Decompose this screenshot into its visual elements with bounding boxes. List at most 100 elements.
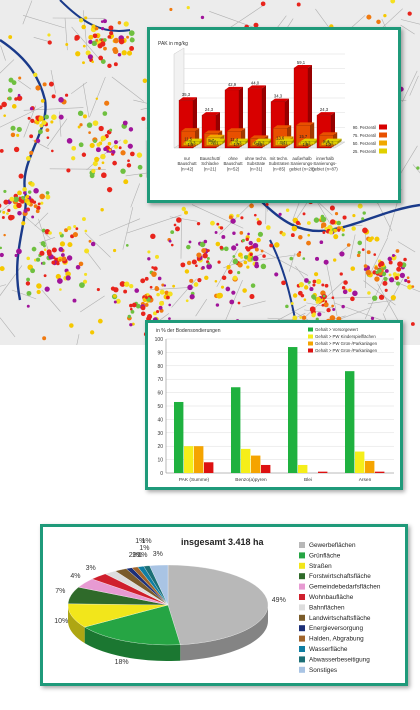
pak-percentile-chart-panel: PAK in mg/kg 35,3 11,5 1,5 0,3 nur Bauschutt(…	[147, 27, 401, 203]
chart1-bar-top	[317, 112, 335, 116]
pie-legend-swatch	[299, 656, 305, 663]
pie-percent-label: 1%	[141, 538, 151, 545]
chart1-bar-top	[179, 97, 197, 101]
chart1-bar	[185, 141, 200, 145]
chart1-bar-top	[204, 130, 223, 134]
chart2-legend-swatch	[308, 341, 313, 346]
chart1-value-label: 11,5	[184, 137, 193, 142]
chart1-bar-top	[227, 128, 246, 132]
pie-title: insgesamt 3.418 ha	[181, 537, 265, 547]
chart1-value-label: 59,1	[297, 60, 306, 65]
chart1-category-label: ohne techn.	[245, 156, 267, 161]
pie-legend-label: Forstwirtschaftsfläche	[309, 573, 371, 580]
chart1-value-label: 24,3	[320, 107, 329, 112]
pie-percent-label: 4%	[70, 573, 80, 580]
chart2-bar	[241, 448, 251, 473]
chart2-legend-label: Gehalt > PW Grün-/Parkanlagen	[315, 341, 378, 346]
chart1-category-label: (n=85)	[273, 166, 286, 171]
chart2-y-tick: 100	[155, 337, 164, 343]
chart1-bar-side	[337, 138, 342, 145]
chart1-bar-side	[262, 85, 266, 148]
chart1-category-label: Substraten	[269, 161, 290, 166]
chart1-bar-top	[225, 86, 243, 90]
chart2-bar	[174, 401, 184, 473]
chart1-value-label: 1,1	[213, 141, 219, 146]
chart1-bar	[208, 141, 223, 145]
pie-legend-label: Wohnbaufläche	[309, 594, 354, 601]
pie-legend-swatch	[299, 625, 305, 632]
pie-legend-label: Grünfläche	[309, 552, 341, 559]
chart2-bar	[204, 462, 214, 473]
chart2-y-tick: 30	[157, 431, 163, 437]
chart1-value-label: 15,7	[299, 134, 308, 139]
chart1-bar-top	[248, 85, 266, 89]
chart1-category-label: innerhalb	[316, 156, 334, 161]
chart1-legend-label: 75. Perzentil	[353, 133, 376, 138]
chart2-legend-swatch	[308, 327, 313, 332]
pie-legend-label: Landwirtschaftsfläche	[309, 615, 371, 622]
map-boundary-line-north	[59, 0, 131, 32]
chart2-category-label: PAK (Summe)	[179, 477, 210, 483]
chart1-category-label: Bauschutt/	[200, 156, 221, 161]
pie-legend-label: Halden, Abgrabung	[309, 636, 364, 643]
pie-legend-label: Wasserfläche	[309, 646, 348, 653]
chart1-value-label: 4,4	[279, 140, 285, 145]
chart1-category-label: gebiet (n=87)	[312, 166, 338, 171]
pie-percent-label: 2%	[132, 552, 142, 559]
chart2-y-tick: 0	[160, 471, 163, 477]
chart1-category-label: (n=21)	[204, 166, 217, 171]
land-use-pie-panel: insgesamt 3.418 ha 49% 18% 10% 7% 4% 3% 2% 2% 1%…	[40, 524, 408, 686]
pie-legend-label: Gemeindebedarfsflächen	[309, 584, 381, 591]
land-use-pie-chart: insgesamt 3.418 ha 49%18%10%7%4%3%2%2%1%…	[54, 537, 381, 674]
chart1-bar-top	[300, 138, 319, 142]
pie-legend-label: Bahnflächen	[309, 604, 345, 611]
chart1-value-label: 1,7	[233, 142, 239, 147]
pie-legend-swatch	[299, 562, 305, 569]
chart1-category-label: (n=52)	[227, 166, 240, 171]
chart1-category-label: (n=31)	[250, 166, 263, 171]
chart1-bar-top	[273, 125, 292, 129]
chart1-bar	[277, 141, 292, 145]
chart2-category-label: Blei	[304, 477, 312, 483]
chart1-bar-top	[254, 138, 273, 142]
chart1-value-label: 34,3	[274, 94, 283, 99]
chart2-ylabel: in % der Bodensondierungen	[156, 328, 221, 334]
chart2-bar	[184, 446, 194, 473]
chart1-legend-swatch	[379, 124, 387, 130]
chart1-value-label: 1,2	[325, 142, 331, 147]
chart1-bar	[254, 141, 269, 145]
chart2-category-label: Benzo(a)pyren	[235, 477, 267, 483]
pie-legend-label: Sonstiges	[309, 667, 337, 674]
chart2-bar	[288, 347, 298, 473]
chart1-value-label: 1,5	[187, 142, 193, 147]
chart1-bar-top	[181, 128, 200, 132]
chart2-category-label: Arsen	[359, 477, 372, 483]
chart2-bar	[194, 446, 204, 473]
chart1-legend-label: 25. Perzentil	[353, 149, 376, 154]
chart2-bar	[251, 455, 261, 473]
chart2-bar	[318, 471, 328, 473]
chart1-ylabel: PAK in mg/kg	[158, 41, 188, 47]
exceedance-bar-chart: in % der Bodensondierungen 0 10 20 30 40 50 60…	[155, 327, 394, 483]
chart1-bar	[247, 88, 263, 149]
chart2-bar	[231, 387, 241, 473]
pie-percent-label: 7%	[55, 588, 65, 595]
chart1-value-label: 0,2	[328, 141, 334, 146]
chart1-legend-label: 90. Perzentil	[353, 125, 376, 130]
chart2-legend-swatch	[308, 348, 313, 353]
chart1-bar	[300, 141, 315, 145]
chart1-value-label: 0,2	[259, 141, 265, 146]
chart1-value-label: 0,2	[305, 141, 311, 146]
chart1-value-label: 8,4	[323, 139, 329, 144]
chart1-category-label: Sanierungs-	[313, 161, 337, 166]
chart1-value-label: 0,3	[236, 141, 242, 146]
chart1-value-label: 13,6	[276, 135, 285, 140]
chart1-value-label: 11,4	[230, 137, 239, 142]
chart1-value-label: 5,6	[210, 139, 216, 144]
chart1-value-label: 6,1	[254, 140, 260, 145]
chart2-y-tick: 40	[157, 417, 163, 423]
pie-percent-label: 49%	[272, 597, 286, 604]
pie-percent-label: 10%	[54, 618, 68, 625]
chart1-value-label: 24,3	[205, 107, 214, 112]
chart1-category-label: Bauschutt	[223, 161, 243, 166]
